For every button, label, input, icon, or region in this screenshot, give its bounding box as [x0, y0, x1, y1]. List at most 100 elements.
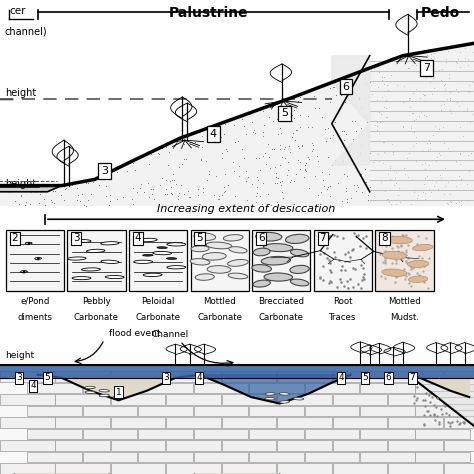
Point [436, 151, 444, 158]
Point [222, 146, 229, 153]
Bar [222, 463, 276, 474]
Point [304, 123, 312, 131]
Point [464, 180, 471, 188]
Point [258, 201, 265, 208]
Text: Peloidal: Peloidal [141, 297, 175, 306]
Point [244, 173, 252, 181]
Point [384, 195, 392, 202]
Point [438, 101, 445, 109]
Point [417, 94, 424, 102]
Text: 5: 5 [196, 234, 203, 244]
Bar [194, 383, 248, 393]
Point [315, 105, 323, 112]
Point [366, 183, 374, 191]
Bar [166, 417, 221, 428]
Ellipse shape [228, 273, 248, 279]
Point [239, 112, 247, 119]
Point [309, 146, 317, 153]
Point [441, 81, 448, 88]
Point [341, 266, 348, 273]
Point [464, 55, 472, 63]
Point [352, 187, 360, 195]
Point [428, 90, 436, 98]
Text: Brecciated: Brecciated [258, 297, 304, 306]
Point [309, 141, 317, 148]
Point [325, 257, 333, 264]
Bar [166, 371, 221, 382]
Point [220, 130, 228, 138]
Point [413, 269, 420, 276]
Point [427, 55, 435, 62]
Point [327, 192, 334, 200]
Point [402, 97, 410, 105]
Point [306, 184, 313, 191]
Point [324, 183, 332, 191]
Point [452, 85, 459, 93]
Point [429, 74, 437, 82]
Point [195, 185, 202, 192]
Point [129, 184, 137, 192]
Ellipse shape [253, 248, 270, 256]
Point [224, 147, 231, 155]
Point [385, 198, 393, 205]
Point [319, 276, 327, 284]
Point [456, 48, 464, 56]
Point [235, 172, 242, 180]
Point [416, 53, 424, 60]
Point [276, 178, 283, 185]
Bar [0, 365, 474, 378]
Point [431, 122, 438, 129]
Polygon shape [0, 43, 474, 206]
Point [423, 140, 430, 147]
Point [373, 118, 381, 126]
Point [291, 177, 298, 185]
Point [102, 182, 110, 190]
Point [363, 232, 370, 239]
Point [242, 178, 250, 185]
Point [465, 88, 473, 96]
Point [347, 140, 355, 148]
Point [311, 104, 319, 112]
Ellipse shape [190, 259, 210, 265]
Point [329, 131, 337, 139]
Point [354, 183, 362, 191]
Point [405, 64, 412, 72]
Point [360, 275, 368, 283]
Point [461, 54, 469, 62]
Point [432, 403, 440, 410]
Point [330, 231, 337, 239]
Point [294, 156, 301, 164]
Point [242, 167, 250, 175]
Point [420, 421, 428, 428]
Point [382, 256, 389, 264]
Point [382, 242, 389, 250]
Ellipse shape [207, 265, 231, 273]
Bar [444, 371, 474, 382]
Point [379, 73, 386, 80]
Point [456, 102, 463, 109]
Point [352, 128, 360, 135]
Point [381, 274, 388, 282]
Point [358, 276, 366, 283]
Point [370, 65, 378, 73]
Point [384, 267, 392, 274]
Point [403, 235, 410, 242]
Point [147, 150, 155, 158]
Point [326, 232, 333, 240]
Ellipse shape [85, 391, 95, 393]
Point [414, 257, 421, 264]
Point [326, 99, 334, 106]
Point [430, 84, 438, 92]
Point [265, 113, 273, 121]
Bar [444, 417, 474, 428]
Point [413, 394, 420, 402]
Point [384, 86, 392, 93]
Point [423, 235, 430, 242]
Point [438, 65, 446, 73]
Point [459, 133, 466, 140]
Point [302, 167, 310, 174]
Point [352, 233, 360, 240]
Point [270, 117, 277, 124]
Bar [304, 452, 359, 463]
Point [146, 160, 153, 168]
